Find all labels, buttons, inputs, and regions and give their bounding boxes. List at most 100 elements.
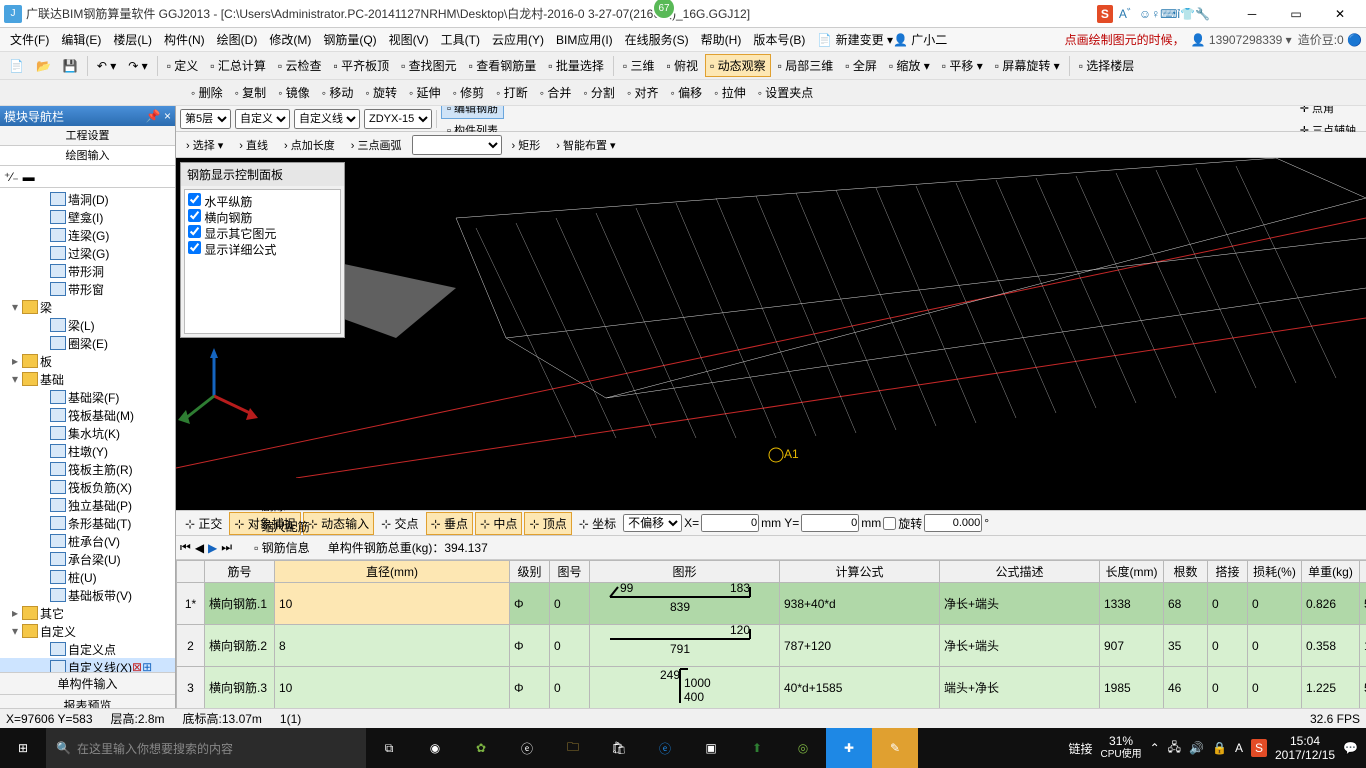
tree-带形洞[interactable]: 带形洞 bbox=[0, 262, 175, 280]
draw-智能布置[interactable]: › 智能布置 ▾ bbox=[550, 134, 621, 156]
tree-壁龛(I)[interactable]: 壁龛(I) bbox=[0, 208, 175, 226]
ime-bar[interactable]: S A゛☺♀⌨ỉ👕🔧 bbox=[1097, 5, 1210, 23]
new-change-button[interactable]: 📄 新建变更 ▾ bbox=[817, 31, 893, 48]
edit-打断[interactable]: ◦ 打断 bbox=[491, 81, 533, 104]
snap-中点[interactable]: ⊹ 中点 bbox=[475, 512, 522, 535]
snap-坐标[interactable]: ⊹ 坐标 bbox=[574, 512, 621, 535]
rebar-table[interactable]: 筋号直径(mm)级别图号图形计算公式公式描述长度(mm)根数搭接损耗(%)单重(… bbox=[176, 560, 1366, 709]
tb-三维[interactable]: ▫ 三维 bbox=[618, 54, 660, 77]
tray-vol-icon[interactable]: 🔊 bbox=[1189, 741, 1204, 755]
nav-next[interactable]: ▶ bbox=[208, 541, 217, 555]
component-tree[interactable]: 墙洞(D)壁龛(I)连梁(G)过梁(G)带形洞带形窗▾梁梁(L)圈梁(E)▸板▾… bbox=[0, 188, 175, 672]
tree-筏板基础(M)[interactable]: 筏板基础(M) bbox=[0, 406, 175, 424]
nav-first[interactable]: ⏮ bbox=[180, 540, 191, 555]
tb-汇总计算[interactable]: ▫ 汇总计算 bbox=[205, 54, 271, 77]
edit-复制[interactable]: ◦ 复制 bbox=[230, 81, 272, 104]
tree-板[interactable]: ▸板 bbox=[0, 352, 175, 370]
rebar-opt-水平纵筋[interactable]: 水平纵筋 bbox=[188, 193, 337, 209]
menu-云应用(Y)[interactable]: 云应用(Y) bbox=[486, 31, 550, 49]
y-input[interactable] bbox=[801, 514, 859, 532]
tb-查看钢筋量[interactable]: ▫ 查看钢筋量 bbox=[464, 54, 542, 77]
tray-ime-icon[interactable]: S bbox=[1251, 739, 1267, 757]
tree-梁[interactable]: ▾梁 bbox=[0, 298, 175, 316]
nav-prev[interactable]: ◀ bbox=[195, 541, 204, 555]
account-label[interactable]: 👤 13907298339 ▾ bbox=[1191, 33, 1292, 47]
app-icon-1[interactable]: ◉ bbox=[412, 728, 458, 768]
edit-镜像[interactable]: ◦ 镜像 bbox=[273, 81, 315, 104]
edit-修剪[interactable]: ◦ 修剪 bbox=[448, 81, 490, 104]
redo-icon[interactable]: ↷ ▾ bbox=[123, 56, 152, 76]
col-公式描述[interactable]: 公式描述 bbox=[940, 561, 1100, 583]
tree-承台梁(U)[interactable]: 承台梁(U) bbox=[0, 550, 175, 568]
menu-在线服务(S)[interactable]: 在线服务(S) bbox=[619, 31, 695, 49]
snap-顶点[interactable]: ⊹ 顶点 bbox=[524, 512, 571, 535]
floor-select[interactable]: 第5层 bbox=[180, 109, 231, 129]
edit-删除[interactable]: ◦ 删除 bbox=[186, 81, 228, 104]
tb-云检查[interactable]: ▫ 云检查 bbox=[273, 54, 327, 77]
edit-旋转[interactable]: ◦ 旋转 bbox=[360, 81, 402, 104]
tb-屏幕旋转[interactable]: ▫ 屏幕旋转 ▾ bbox=[990, 54, 1065, 77]
tray-net-icon[interactable]: 🖧 bbox=[1168, 738, 1181, 759]
tb-缩放[interactable]: ▫ 缩放 ▾ bbox=[884, 54, 935, 77]
draw-点加长度[interactable]: › 点加长度 bbox=[278, 134, 341, 156]
edit-分割[interactable]: ◦ 分割 bbox=[578, 81, 620, 104]
new-icon[interactable]: 📄 bbox=[4, 56, 29, 76]
close-button[interactable]: ✕ bbox=[1318, 1, 1362, 27]
app-icon-2[interactable]: ✿ bbox=[458, 728, 504, 768]
app-icon-4[interactable]: ⬆ bbox=[734, 728, 780, 768]
tb-俯视[interactable]: ▫ 俯视 bbox=[661, 54, 703, 77]
open-icon[interactable]: 📂 bbox=[31, 56, 56, 76]
ws-编辑钢筋[interactable]: ▫ 编辑钢筋 bbox=[441, 106, 504, 119]
tree-柱墩(Y)[interactable]: 柱墩(Y) bbox=[0, 442, 175, 460]
rebar-table-wrap[interactable]: 筋号直径(mm)级别图号图形计算公式公式描述长度(mm)根数搭接损耗(%)单重(… bbox=[176, 560, 1366, 716]
menu-帮助(H)[interactable]: 帮助(H) bbox=[695, 31, 748, 49]
draw-直线[interactable]: › 直线 bbox=[233, 134, 274, 156]
col-搭接[interactable]: 搭接 bbox=[1208, 561, 1248, 583]
edge-icon[interactable]: ⓔ bbox=[642, 728, 688, 768]
menu-钢筋量(Q)[interactable]: 钢筋量(Q) bbox=[317, 31, 382, 49]
tree-自定义线(X)[interactable]: 自定义线(X) ⊠⊞ bbox=[0, 658, 175, 672]
ie-icon[interactable]: ⓔ bbox=[504, 728, 550, 768]
col-长度(mm)[interactable]: 长度(mm) bbox=[1100, 561, 1164, 583]
tree-筏板负筋(X)[interactable]: 筏板负筋(X) bbox=[0, 478, 175, 496]
menu-楼层(L)[interactable]: 楼层(L) bbox=[107, 31, 158, 49]
save-icon[interactable]: 💾 bbox=[58, 56, 83, 76]
mid-缩尺配筋[interactable]: ▫ 缩尺配筋 bbox=[250, 516, 314, 537]
col-计算公式[interactable]: 计算公式 bbox=[780, 561, 940, 583]
tree-带形窗[interactable]: 带形窗 bbox=[0, 280, 175, 298]
menu-视图(V)[interactable]: 视图(V) bbox=[383, 31, 435, 49]
tab-draw-input[interactable]: 绘图输入 bbox=[0, 146, 175, 166]
menu-工具(T)[interactable]: 工具(T) bbox=[435, 31, 486, 49]
tree-其它[interactable]: ▸其它 bbox=[0, 604, 175, 622]
col-级别[interactable]: 级别 bbox=[510, 561, 550, 583]
tb-局部三维[interactable]: ▫ 局部三维 bbox=[773, 54, 839, 77]
tab-proj-settings[interactable]: 工程设置 bbox=[0, 126, 175, 146]
aux-点角[interactable]: ✛ 点角 bbox=[1294, 106, 1362, 119]
tb-平齐板顶[interactable]: ▫ 平齐板顶 bbox=[328, 54, 394, 77]
tree-桩承台(V)[interactable]: 桩承台(V) bbox=[0, 532, 175, 550]
draw-矩形[interactable]: › 矩形 bbox=[506, 134, 547, 156]
taskbar-search[interactable]: 🔍 在这里输入你想要搜索的内容 bbox=[46, 728, 366, 768]
tray-a-icon[interactable]: A bbox=[1235, 741, 1243, 755]
menu-修改(M)[interactable]: 修改(M) bbox=[263, 31, 317, 49]
tb-动态观察[interactable]: ▫ 动态观察 bbox=[705, 54, 771, 77]
col-总重(kg)[interactable]: 总重(kg) bbox=[1360, 561, 1366, 583]
offset-select[interactable]: 不偏移 bbox=[623, 514, 682, 532]
snap-交点[interactable]: ⊹ 交点 bbox=[376, 512, 423, 535]
tb-选择楼层[interactable]: ▫ 选择楼层 bbox=[1074, 54, 1140, 77]
sidebar-search[interactable]: ⁺⁄₋ ▬ bbox=[0, 166, 175, 188]
edit-设置夹点[interactable]: ◦ 设置夹点 bbox=[753, 81, 819, 104]
draw-选择[interactable]: › 选择 ▾ bbox=[180, 134, 229, 156]
undo-icon[interactable]: ↶ ▾ bbox=[92, 56, 121, 76]
col-直径(mm)[interactable]: 直径(mm) bbox=[275, 561, 510, 583]
minimize-button[interactable]: ─ bbox=[1230, 1, 1274, 27]
tree-筏板主筋(R)[interactable]: 筏板主筋(R) bbox=[0, 460, 175, 478]
app-icon-6[interactable]: ✚ bbox=[826, 728, 872, 768]
tree-独立基础(P)[interactable]: 独立基础(P) bbox=[0, 496, 175, 514]
tree-集水坑(K)[interactable]: 集水坑(K) bbox=[0, 424, 175, 442]
pin-icon[interactable]: 📌 × bbox=[146, 109, 171, 123]
edit-偏移[interactable]: ◦ 偏移 bbox=[666, 81, 708, 104]
snap-正交[interactable]: ⊹ 正交 bbox=[180, 512, 227, 535]
tree-基础板带(V)[interactable]: 基础板带(V) bbox=[0, 586, 175, 604]
tree-梁(L)[interactable]: 梁(L) bbox=[0, 316, 175, 334]
